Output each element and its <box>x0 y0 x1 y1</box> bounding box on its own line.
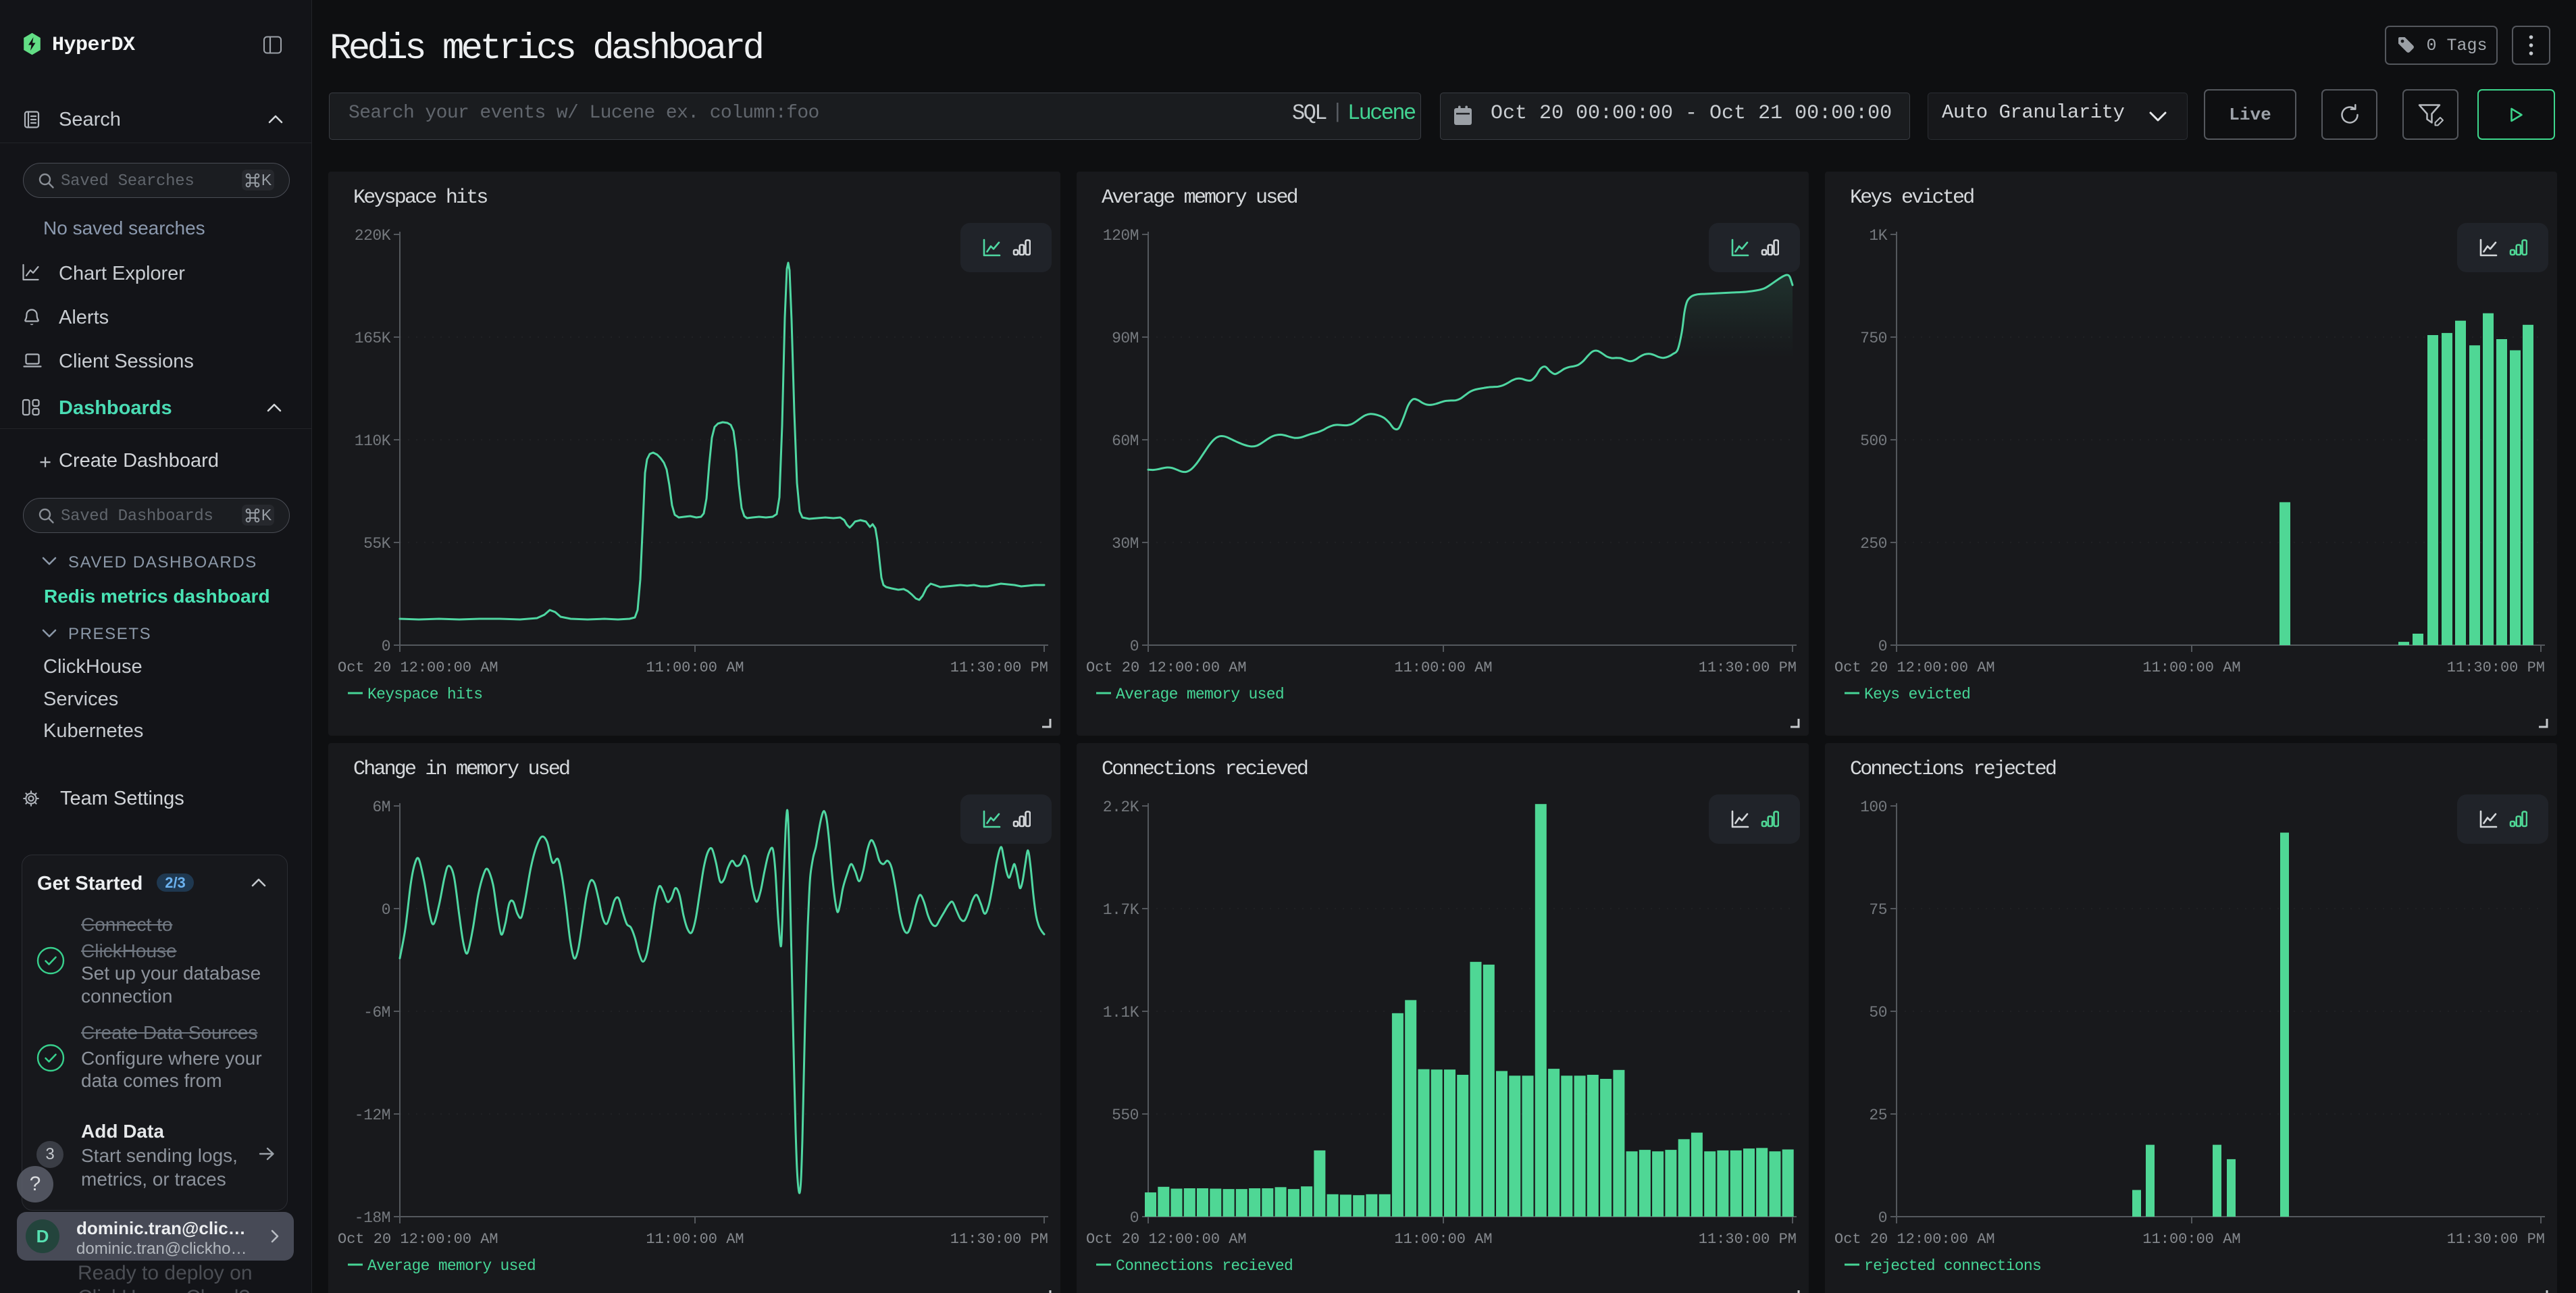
svg-text:Average memory used: Average memory used <box>367 1257 536 1275</box>
svg-text:30M: 30M <box>1112 535 1139 553</box>
svg-text:-6M: -6M <box>363 1004 390 1021</box>
svg-text:220K: 220K <box>355 227 391 245</box>
svg-text:75: 75 <box>1869 901 1887 919</box>
svg-text:Oct 20 12:00:00 AM: Oct 20 12:00:00 AM <box>1086 1231 1247 1248</box>
svg-text:rejected connections: rejected connections <box>1864 1257 2041 1275</box>
svg-text:Oct 20 12:00:00 AM: Oct 20 12:00:00 AM <box>338 1231 498 1248</box>
svg-text:25: 25 <box>1869 1107 1887 1124</box>
svg-text:Connections recieved: Connections recieved <box>1116 1257 1293 1275</box>
svg-text:11:30:00 PM: 11:30:00 PM <box>1699 1231 1797 1248</box>
svg-text:100: 100 <box>1860 798 1887 816</box>
svg-text:11:30:00 PM: 11:30:00 PM <box>2447 659 2545 676</box>
svg-text:110K: 110K <box>355 432 391 450</box>
svg-text:0: 0 <box>382 901 390 919</box>
svg-text:11:00:00 AM: 11:00:00 AM <box>1394 1231 1492 1248</box>
svg-text:250: 250 <box>1860 535 1887 553</box>
svg-text:750: 750 <box>1860 330 1887 347</box>
svg-text:0: 0 <box>1130 638 1139 655</box>
svg-text:11:00:00 AM: 11:00:00 AM <box>646 1231 744 1248</box>
svg-text:0: 0 <box>1878 638 1887 655</box>
svg-text:Oct 20 12:00:00 AM: Oct 20 12:00:00 AM <box>1834 1231 1995 1248</box>
svg-text:-12M: -12M <box>355 1107 390 1124</box>
svg-text:165K: 165K <box>355 330 391 347</box>
svg-text:90M: 90M <box>1112 330 1139 347</box>
svg-text:Oct 20 12:00:00 AM: Oct 20 12:00:00 AM <box>1086 659 1247 676</box>
svg-text:Keys evicted: Keys evicted <box>1864 686 1970 703</box>
svg-text:11:00:00 AM: 11:00:00 AM <box>2142 659 2240 676</box>
svg-text:11:30:00 PM: 11:30:00 PM <box>1699 659 1797 676</box>
svg-text:0: 0 <box>1878 1209 1887 1227</box>
svg-text:11:30:00 PM: 11:30:00 PM <box>950 1231 1048 1248</box>
svg-text:55K: 55K <box>363 535 391 553</box>
svg-text:Oct 20 12:00:00 AM: Oct 20 12:00:00 AM <box>1834 659 1995 676</box>
svg-text:120M: 120M <box>1103 227 1139 245</box>
svg-text:11:30:00 PM: 11:30:00 PM <box>2447 1231 2545 1248</box>
svg-text:11:00:00 AM: 11:00:00 AM <box>2142 1231 2240 1248</box>
svg-text:11:30:00 PM: 11:30:00 PM <box>950 659 1048 676</box>
svg-text:550: 550 <box>1112 1107 1139 1124</box>
svg-text:Keyspace hits: Keyspace hits <box>367 686 482 703</box>
svg-text:Oct 20 12:00:00 AM: Oct 20 12:00:00 AM <box>338 659 498 676</box>
svg-text:1.1K: 1.1K <box>1103 1004 1139 1021</box>
svg-text:60M: 60M <box>1112 432 1139 450</box>
svg-text:11:00:00 AM: 11:00:00 AM <box>1394 659 1492 676</box>
svg-text:Average memory used: Average memory used <box>1116 686 1284 703</box>
svg-text:0: 0 <box>382 638 390 655</box>
svg-text:2.2K: 2.2K <box>1103 798 1139 816</box>
svg-text:-18M: -18M <box>355 1209 390 1227</box>
svg-text:1K: 1K <box>1869 227 1887 245</box>
svg-text:500: 500 <box>1860 432 1887 450</box>
svg-text:50: 50 <box>1869 1004 1887 1021</box>
svg-text:1.7K: 1.7K <box>1103 901 1139 919</box>
svg-text:6M: 6M <box>372 798 390 816</box>
svg-text:0: 0 <box>1130 1209 1139 1227</box>
svg-text:11:00:00 AM: 11:00:00 AM <box>646 659 744 676</box>
